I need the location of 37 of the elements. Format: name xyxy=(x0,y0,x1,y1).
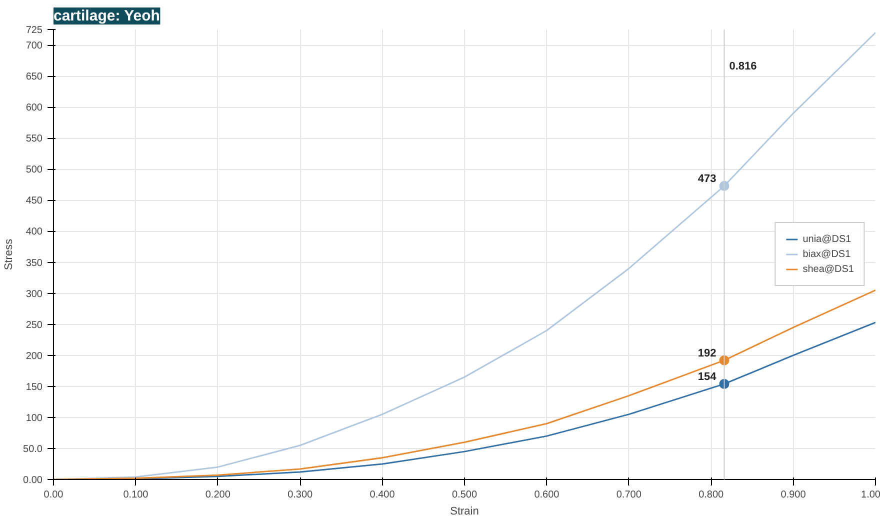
x-tick-label: 0.800 xyxy=(698,490,724,500)
y-tick-label: 0.00 xyxy=(23,475,43,486)
x-tick-label: 0.200 xyxy=(205,490,231,500)
legend-label: shea@DS1 xyxy=(802,264,854,274)
y-tick-label: 250 xyxy=(26,320,43,331)
x-tick-label: 0.700 xyxy=(616,490,642,500)
x-tick-label: 0.300 xyxy=(288,490,314,500)
y-tick-label: 725 xyxy=(26,25,43,36)
chart-title: cartilage: Yeoh xyxy=(54,8,160,24)
y-tick-label: 500 xyxy=(26,164,43,176)
x-tick-label: 0.00 xyxy=(44,490,64,500)
y-tick-label: 700 xyxy=(26,40,43,52)
y-tick-label: 550 xyxy=(26,134,43,145)
data-label: 154 xyxy=(698,370,718,383)
x-tick-label: 0.500 xyxy=(452,490,478,500)
y-tick-label: 150 xyxy=(26,382,43,393)
y-tick-label: 650 xyxy=(26,72,43,83)
y-tick-label: 200 xyxy=(26,350,43,362)
y-tick-label: 450 xyxy=(26,196,43,207)
y-tick-label: 400 xyxy=(26,226,43,238)
x-tick-label: 0.900 xyxy=(780,490,806,500)
data-label: 473 xyxy=(698,172,716,185)
y-tick-label: 600 xyxy=(26,102,43,114)
x-tick-label: 0.600 xyxy=(534,490,560,500)
x-tick-label: 1.00 xyxy=(861,490,881,500)
data-label: 192 xyxy=(698,347,716,360)
y-axis-title: Stress xyxy=(3,238,16,270)
legend-label: unia@DS1 xyxy=(802,234,852,244)
x-tick-label: 0.100 xyxy=(123,490,149,500)
y-tick-label: 350 xyxy=(26,258,43,269)
y-tick-label: 300 xyxy=(26,288,43,300)
x-axis-title: Strain xyxy=(450,506,479,518)
y-tick-label: 50.0 xyxy=(23,444,43,455)
ref-line-label: 0.816 xyxy=(729,60,757,72)
legend-label: biax@DS1 xyxy=(802,248,851,260)
y-tick-label: 100 xyxy=(26,412,43,424)
x-tick-label: 0.400 xyxy=(370,490,396,500)
